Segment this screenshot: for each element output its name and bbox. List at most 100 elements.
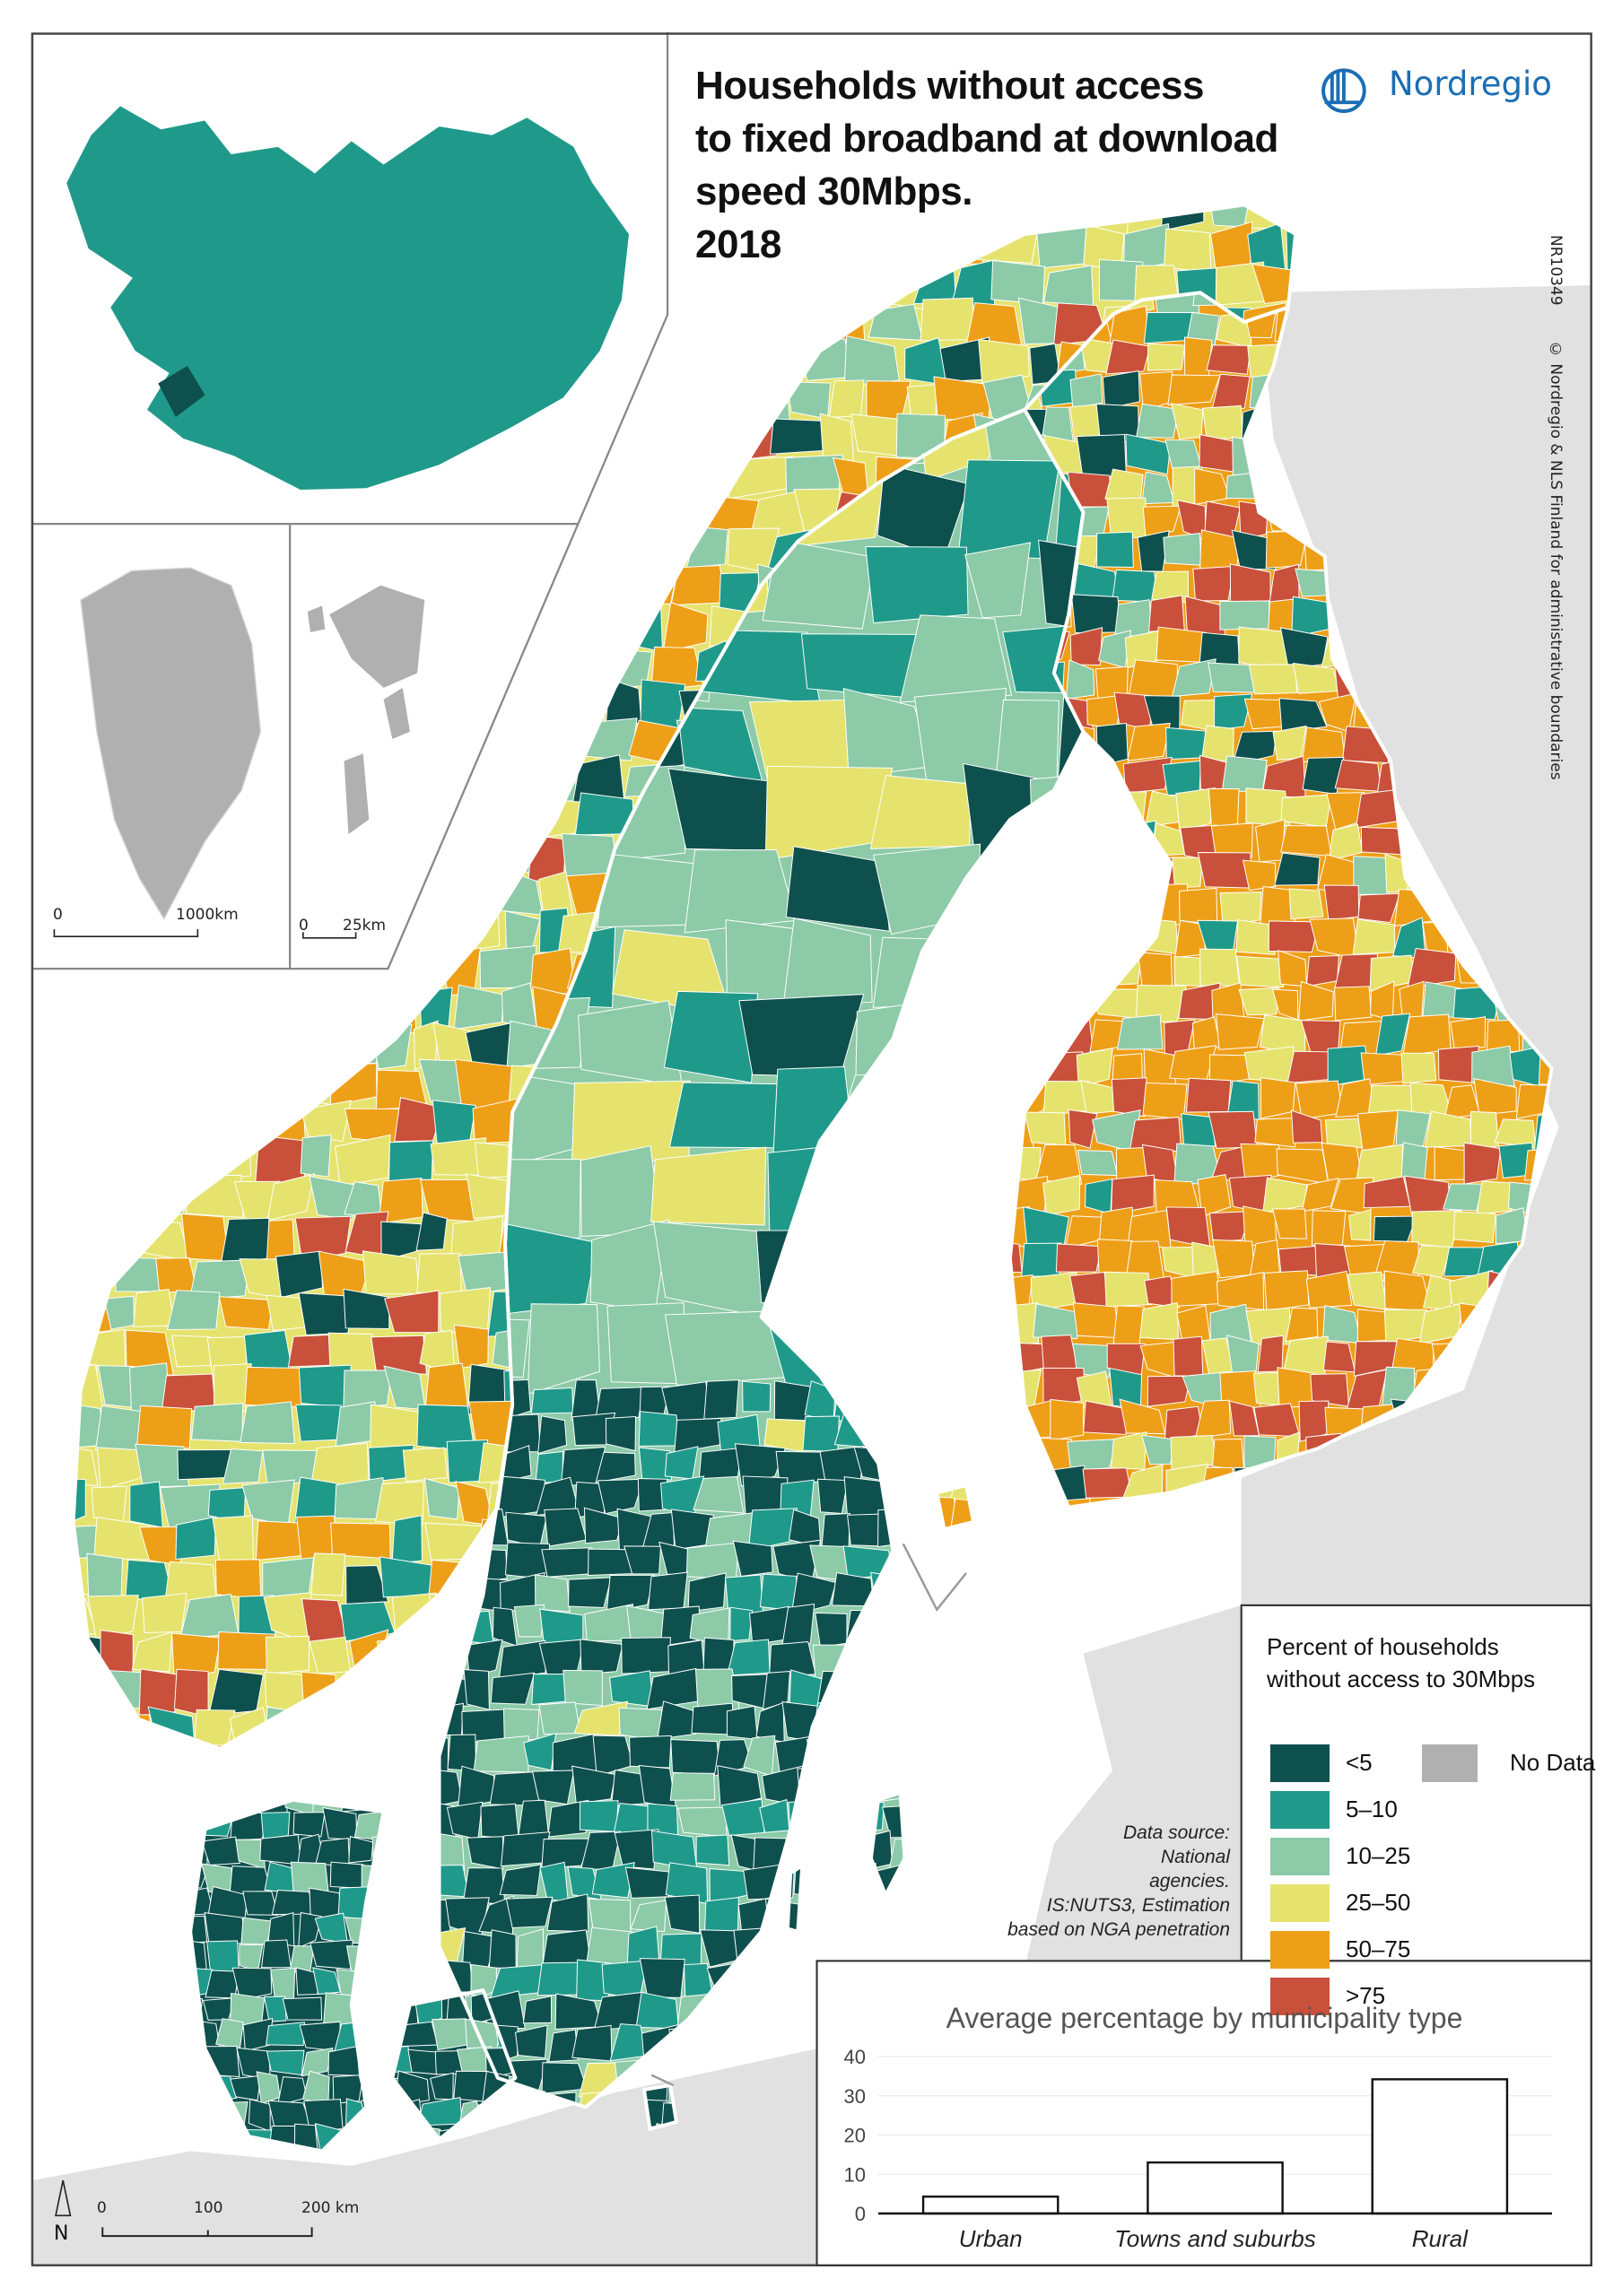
municipality xyxy=(1167,374,1221,406)
municipality xyxy=(265,1635,310,1674)
municipality xyxy=(171,1335,212,1368)
municipality xyxy=(1214,693,1253,731)
municipality xyxy=(1083,1400,1128,1436)
iceland-inset-map xyxy=(65,104,631,491)
municipality xyxy=(335,1134,391,1187)
municipality xyxy=(624,1545,662,1575)
municipality xyxy=(275,1250,324,1299)
municipality xyxy=(782,918,873,1009)
municipality xyxy=(1116,1014,1164,1050)
municipality xyxy=(541,1838,592,1869)
municipality xyxy=(343,1288,390,1330)
municipality xyxy=(1125,433,1172,475)
municipality xyxy=(242,1891,279,1916)
municipality xyxy=(1111,1077,1147,1118)
svalbard-scale-label-0: 0 xyxy=(299,917,309,935)
municipality xyxy=(1050,1398,1085,1441)
municipality xyxy=(606,1574,655,1613)
municipality xyxy=(1231,730,1278,766)
municipality xyxy=(630,1900,667,1933)
municipality xyxy=(343,1370,393,1409)
municipality xyxy=(591,1862,635,1899)
legend-swatch xyxy=(1270,1744,1330,1782)
municipality xyxy=(762,1670,790,1710)
legend-swatch xyxy=(1270,1930,1330,1969)
municipality xyxy=(240,1401,295,1444)
municipality xyxy=(1181,1113,1216,1147)
municipality xyxy=(1400,1052,1437,1084)
bar-towns-and-suburbs xyxy=(1147,2161,1284,2215)
legend-item: 10–25 xyxy=(1270,1837,1410,1875)
iceland-capital-region xyxy=(158,365,205,418)
municipality xyxy=(135,1405,193,1449)
municipality xyxy=(1298,980,1334,1022)
municipality xyxy=(1343,1243,1384,1282)
municipality xyxy=(717,1765,763,1809)
municipality xyxy=(1471,1045,1515,1087)
data-source-line: Data source: xyxy=(1122,1822,1230,1843)
legend-title: Percent of households without access to … xyxy=(1267,1631,1535,1695)
municipality xyxy=(1068,1109,1098,1149)
municipality xyxy=(1286,228,1296,274)
municipality xyxy=(1235,919,1276,955)
municipality xyxy=(785,846,890,932)
municipality xyxy=(614,1829,659,1870)
chart-title: Average percentage by municipality type xyxy=(946,2002,1463,2034)
municipality xyxy=(1171,658,1216,698)
legend-label: <5 xyxy=(1346,1749,1373,1776)
main-scale-label-0: 0 xyxy=(97,2199,107,2217)
municipality xyxy=(734,1443,786,1487)
municipality xyxy=(1057,687,1084,784)
municipality xyxy=(1111,1174,1155,1215)
legend-swatch xyxy=(1270,1883,1330,1922)
x-tick-label: Urban xyxy=(959,2225,1023,2252)
municipality xyxy=(1126,722,1171,761)
municipality xyxy=(298,1292,355,1335)
municipality xyxy=(523,1732,557,1771)
municipality xyxy=(650,1146,767,1226)
nordregio-logo-icon xyxy=(1321,68,1366,113)
municipality xyxy=(1210,373,1251,413)
title-line: speed 30Mbps. xyxy=(695,170,972,213)
municipality xyxy=(1065,659,1095,700)
municipality xyxy=(1141,1434,1176,1465)
legend-swatch xyxy=(1270,1837,1330,1875)
municipality xyxy=(819,413,854,462)
x-tick-label: Towns and suburbs xyxy=(1114,2225,1316,2252)
municipality xyxy=(1334,986,1373,1022)
municipality xyxy=(747,1508,798,1552)
municipality xyxy=(391,1515,423,1565)
north-arrow-icon xyxy=(55,2179,72,2217)
municipality xyxy=(138,1668,183,1718)
municipality xyxy=(1069,373,1103,409)
y-tick-label: 20 xyxy=(844,2125,866,2147)
municipality xyxy=(573,1700,629,1736)
municipality xyxy=(1285,1307,1319,1343)
map-id: NR10349 xyxy=(1547,235,1565,306)
municipality xyxy=(537,1415,568,1455)
municipality xyxy=(292,1812,326,1838)
map-frame xyxy=(31,32,1592,2266)
legend-item: 5–10 xyxy=(1270,1790,1398,1829)
municipality xyxy=(597,1478,645,1515)
municipality xyxy=(1069,627,1103,666)
ferry-line xyxy=(902,1543,967,1613)
municipality xyxy=(175,1516,217,1561)
municipality xyxy=(790,1572,837,1616)
municipality xyxy=(1443,1183,1484,1212)
greenland-scale-label-0: 0 xyxy=(53,906,63,924)
municipality xyxy=(964,542,1032,619)
x-tick-label: Rural xyxy=(1412,2225,1469,2252)
municipality xyxy=(1194,1399,1232,1439)
greenland-inset-map xyxy=(80,567,262,920)
municipality xyxy=(1469,1110,1499,1152)
title-year: 2018 xyxy=(695,222,781,266)
municipality xyxy=(423,1477,460,1520)
credits: NR10349 © Nordregio & NLS Finland for ad… xyxy=(1547,235,1565,811)
municipality xyxy=(231,1967,273,2001)
municipality xyxy=(301,1598,349,1643)
municipality xyxy=(371,1335,428,1375)
municipality xyxy=(1452,1211,1496,1244)
y-tick-label: 0 xyxy=(855,2203,866,2225)
